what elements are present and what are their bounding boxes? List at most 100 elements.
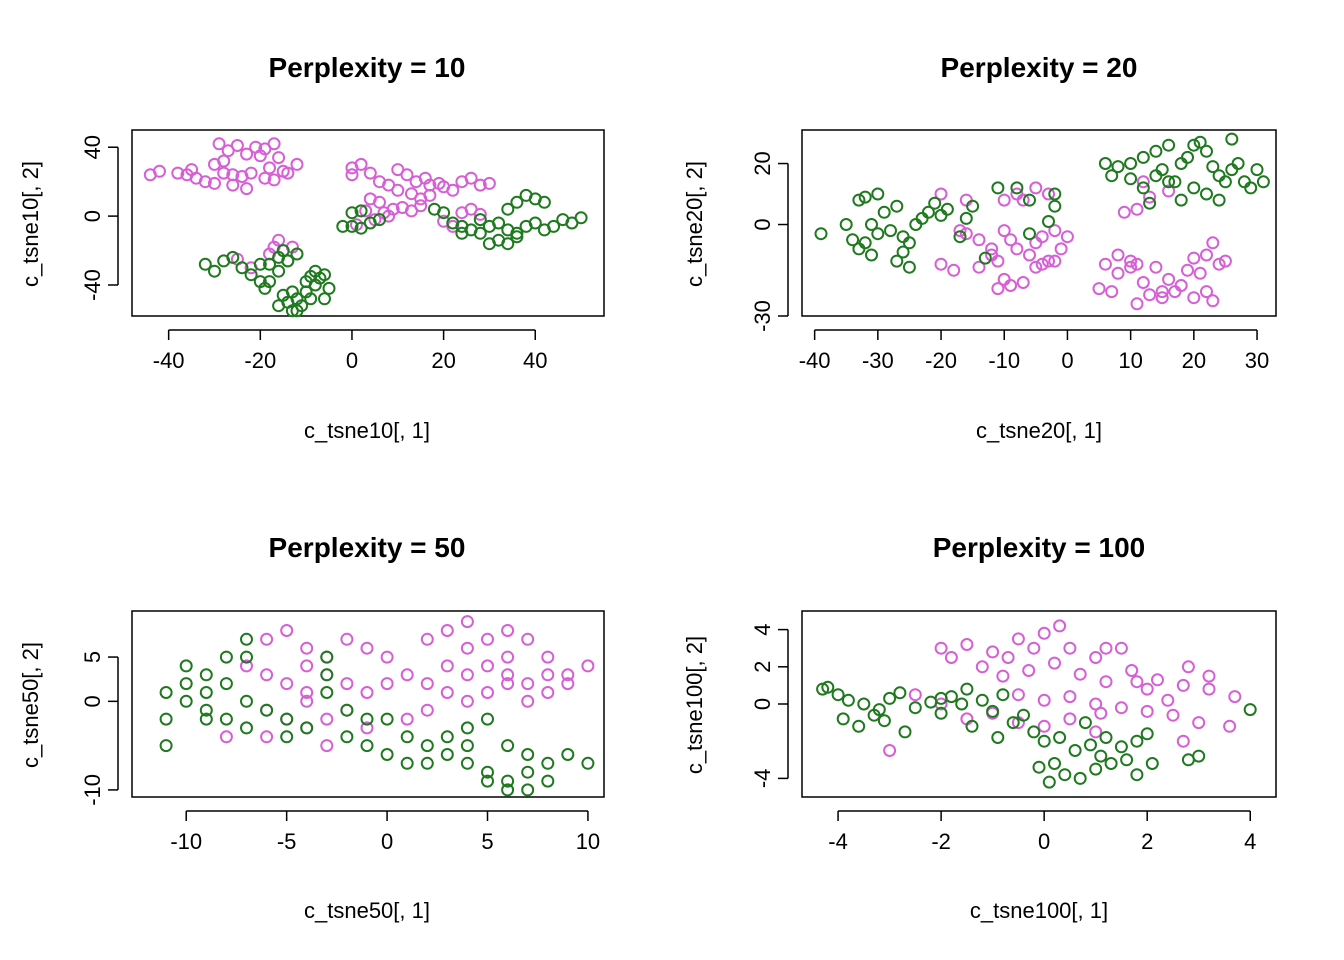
y-axis-label: c_tsne100[, 2]	[682, 636, 707, 774]
data-point-green	[1124, 172, 1138, 186]
data-point-magenta	[947, 263, 961, 277]
data-point-green	[944, 690, 958, 704]
x-tick-label: 0	[381, 829, 393, 854]
data-point-green	[340, 730, 354, 744]
data-point-green	[276, 244, 290, 258]
data-point-magenta	[1130, 257, 1144, 271]
data-point-magenta	[1048, 656, 1061, 670]
data-point-green	[510, 195, 524, 209]
data-point-green	[991, 731, 1005, 744]
data-point-magenta	[153, 164, 166, 178]
chart-title: Perplexity = 50	[269, 532, 466, 563]
data-point-green	[852, 193, 866, 207]
data-point-green	[308, 264, 322, 278]
data-point-green	[1187, 181, 1201, 195]
data-point-green	[1250, 163, 1264, 177]
data-point-magenta	[212, 137, 226, 151]
data-point-green	[528, 216, 542, 230]
scatter-panel-perplexity-20: Perplexity = 20 c_tsne20[, 1] c_tsne20[,…	[682, 52, 1277, 443]
x-axis: -4 -2 0 2 4	[828, 810, 1256, 854]
x-tick-label: -5	[277, 829, 297, 854]
data-point-green	[867, 708, 881, 722]
data-point-magenta	[1143, 190, 1157, 204]
data-point-magenta	[400, 168, 414, 182]
data-point-green	[858, 236, 872, 250]
data-point-green	[986, 704, 1000, 718]
data-point-magenta	[1193, 266, 1207, 280]
data-point-green	[482, 237, 496, 251]
data-point-green	[1114, 740, 1128, 754]
data-point-magenta	[300, 686, 314, 699]
data-point-green	[821, 680, 835, 694]
data-point-green	[1053, 731, 1067, 744]
data-point-green	[902, 236, 916, 250]
data-point-green	[219, 712, 233, 726]
data-point-green	[501, 202, 515, 216]
y-tick-label: 4	[750, 623, 775, 635]
data-point-green	[921, 205, 935, 219]
data-point-green	[1162, 138, 1176, 152]
data-point-magenta	[1105, 285, 1119, 299]
data-point-magenta	[991, 254, 1005, 268]
data-point-green	[836, 712, 850, 726]
data-point-magenta	[934, 187, 948, 201]
data-point-magenta	[975, 660, 989, 674]
data-point-magenta	[541, 650, 555, 664]
data-point-magenta	[1202, 682, 1216, 696]
data-point-magenta	[267, 137, 281, 151]
data-point-green	[460, 721, 474, 735]
data-point-green	[1174, 193, 1188, 207]
y-axis: -10 0 5	[80, 651, 119, 806]
data-point-green	[219, 677, 233, 691]
data-point-magenta	[1111, 248, 1125, 262]
points-layer	[143, 137, 588, 318]
data-point-magenta	[1124, 254, 1138, 268]
data-point-magenta	[320, 712, 334, 726]
data-point-magenta	[217, 166, 231, 180]
y-tick-label: 0	[750, 218, 775, 230]
data-point-magenta	[1094, 706, 1108, 720]
data-point-green	[159, 686, 173, 699]
data-point-green	[253, 275, 267, 289]
data-point-green	[890, 254, 904, 268]
points-layer	[814, 132, 1270, 311]
data-point-magenta	[360, 721, 374, 735]
data-point-magenta	[1053, 619, 1067, 633]
data-point-green	[1181, 150, 1194, 164]
data-point-green	[440, 730, 454, 744]
data-point-green	[481, 765, 494, 779]
data-point-green	[1145, 757, 1159, 770]
data-point-green	[1212, 169, 1226, 183]
data-point-magenta	[1192, 716, 1206, 730]
data-point-green	[1089, 762, 1103, 776]
data-point-green	[280, 712, 294, 726]
data-point-green	[1155, 163, 1169, 177]
data-point-green	[541, 774, 555, 788]
data-point-magenta	[208, 176, 221, 190]
data-point-green	[1104, 757, 1118, 770]
data-point-magenta	[373, 195, 386, 209]
data-point-magenta	[501, 677, 515, 691]
data-point-green	[966, 199, 980, 213]
x-tick-label: 10	[576, 829, 600, 854]
data-point-magenta	[521, 677, 535, 691]
data-point-magenta	[1136, 175, 1150, 189]
x-tick-label: 30	[1245, 348, 1269, 373]
data-point-green	[336, 219, 350, 233]
data-point-green	[928, 196, 942, 210]
data-point-magenta	[481, 632, 494, 646]
points-layer	[159, 615, 595, 797]
data-point-magenta	[1011, 688, 1025, 702]
x-tick-label: -10	[988, 348, 1020, 373]
data-point-green	[537, 195, 551, 209]
data-point-green	[1192, 749, 1206, 763]
data-point-magenta	[1130, 297, 1144, 311]
data-point-magenta	[1114, 701, 1128, 715]
data-point-green	[953, 230, 967, 244]
data-point-magenta	[944, 651, 958, 664]
data-point-magenta	[561, 677, 575, 691]
data-point-green	[320, 686, 334, 699]
data-point-green	[198, 257, 212, 271]
data-point-green	[1149, 169, 1163, 183]
data-point-green	[501, 774, 515, 788]
